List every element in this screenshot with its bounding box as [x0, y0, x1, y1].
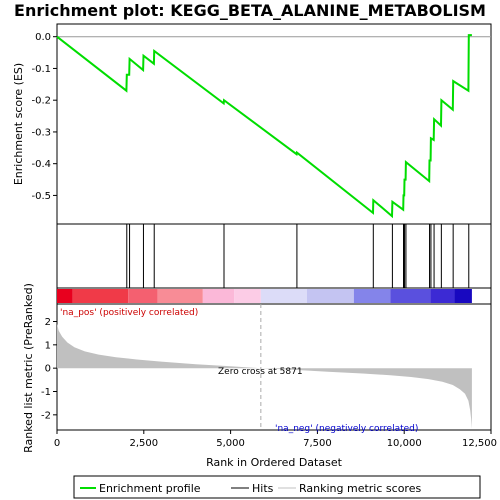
rank-color-bar — [56, 287, 492, 305]
color-bar-segment — [353, 289, 391, 303]
color-bar-segments — [57, 289, 472, 303]
es-y-tick-label: -0.5 — [31, 191, 51, 202]
color-bar-segment — [202, 289, 235, 303]
color-bar-segment — [157, 289, 203, 303]
hits-frame — [56, 223, 492, 289]
hits-panel — [56, 223, 492, 289]
negative-correlation-label: 'na_neg' (negatively correlated) — [275, 424, 418, 434]
es-y-tick-label: -0.1 — [31, 64, 51, 75]
color-bar-segment — [454, 289, 472, 303]
chart-title: Enrichment plot: KEGG_BETA_ALANINE_METAB… — [14, 1, 486, 20]
rank-x-tick-label: 0 — [54, 438, 60, 449]
rank-y-axis-label: Ranked list metric (PreRanked) — [22, 283, 35, 453]
color-bar-segment — [234, 289, 261, 303]
rank-y-tick-label: -1 — [41, 387, 51, 398]
hit-lines — [126, 224, 470, 288]
color-bar-segment — [430, 289, 455, 303]
positive-correlation-label: 'na_pos' (positively correlated) — [60, 308, 198, 318]
legend-hits-label: Hits — [252, 482, 274, 495]
ranked-metric-panel: 2 1 0 -1 -2 0 2,500 5,000 7,500 10,000 12,500 'na… — [22, 283, 497, 469]
rank-y-tick-label: 2 — [45, 317, 51, 328]
rank-y-tick-label: 0 — [45, 364, 51, 375]
color-bar-segment — [260, 289, 307, 303]
color-bar-segment — [306, 289, 354, 303]
color-bar-segment — [57, 289, 73, 303]
es-y-tick-label: -0.4 — [31, 159, 51, 170]
es-y-axis-label: Enrichment score (ES) — [12, 63, 25, 185]
rank-x-tick-label: 5,000 — [216, 438, 245, 449]
chart-legend: Enrichment profile Hits Ranking metric s… — [73, 475, 481, 499]
es-plot-frame — [56, 23, 492, 225]
rank-x-ticks: 0 2,500 5,000 7,500 10,000 12,500 — [54, 430, 497, 449]
legend-enrichment-label: Enrichment profile — [99, 482, 201, 495]
color-bar-segment — [390, 289, 431, 303]
rank-y-tick-label: 1 — [45, 340, 51, 351]
es-y-tick-label: -0.2 — [31, 96, 51, 107]
es-y-ticks: 0.0 -0.1 -0.2 -0.3 -0.4 -0.5 — [31, 32, 57, 202]
rank-x-tick-label: 2,500 — [129, 438, 158, 449]
rank-y-ticks: 2 1 0 -1 -2 — [41, 317, 57, 421]
enrichment-score-panel: 0.0 -0.1 -0.2 -0.3 -0.4 -0.5 Enrichment score… — [12, 23, 492, 225]
color-bar-segment — [72, 289, 129, 303]
rank-x-tick-label: 10,000 — [387, 438, 422, 449]
legend-frame — [73, 475, 481, 499]
legend-metric-label: Ranking metric scores — [299, 482, 421, 495]
x-axis-label: Rank in Ordered Dataset — [206, 456, 343, 469]
rank-x-tick-label: 12,500 — [462, 438, 497, 449]
rank-y-tick-label: -2 — [41, 410, 51, 421]
rank-x-tick-label: 7,500 — [303, 438, 332, 449]
zero-cross-label: Zero cross at 5871 — [218, 367, 303, 377]
es-y-tick-label: -0.3 — [31, 127, 51, 138]
color-bar-segment — [128, 289, 158, 303]
enrichment-profile-line — [56, 34, 472, 219]
es-y-tick-label: 0.0 — [35, 32, 51, 43]
